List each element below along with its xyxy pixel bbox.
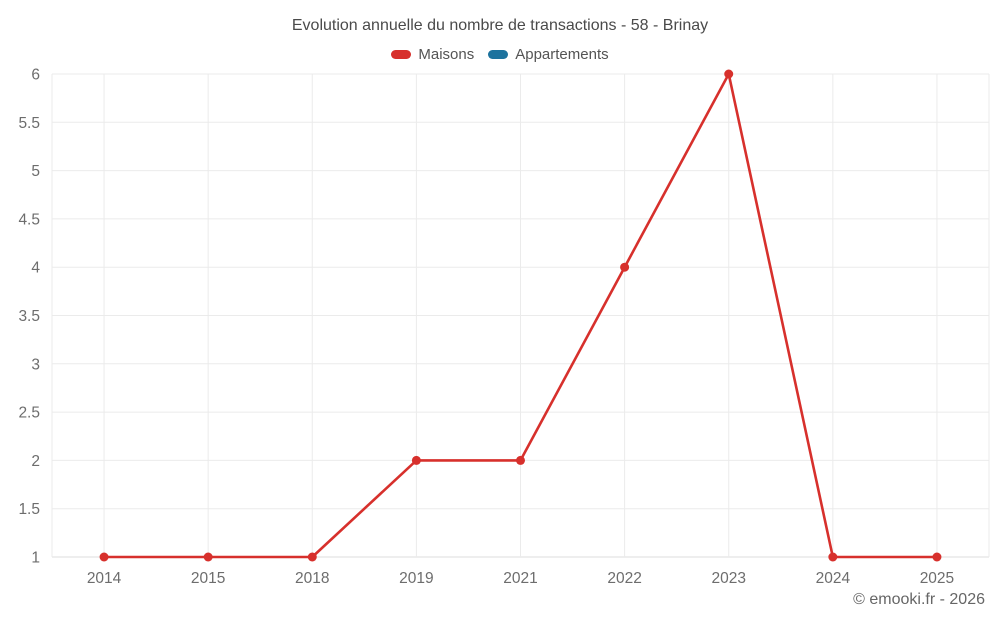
data-point-maisons-2018[interactable] xyxy=(307,552,317,562)
x-tick-label: 2024 xyxy=(816,570,851,587)
data-point-maisons-2015[interactable] xyxy=(203,552,213,562)
y-tick-label: 2.5 xyxy=(18,405,40,422)
x-tick-label: 2021 xyxy=(503,570,537,587)
legend-item-appartements[interactable]: Appartements xyxy=(488,46,609,63)
data-point-maisons-2025[interactable] xyxy=(932,552,942,562)
x-tick-label: 2018 xyxy=(295,570,329,587)
legend-item-maisons[interactable]: Maisons xyxy=(391,46,474,63)
y-tick-label: 3 xyxy=(31,356,40,373)
x-tick-label: 2025 xyxy=(920,570,954,587)
data-point-maisons-2019[interactable] xyxy=(411,455,421,465)
y-tick-label: 3.5 xyxy=(18,308,40,325)
chart-title: Evolution annuelle du nombre de transact… xyxy=(291,17,709,34)
y-tick-label: 4.5 xyxy=(18,211,40,228)
chart-legend: Maisons Appartements xyxy=(0,46,1000,63)
y-tick-label: 6 xyxy=(31,67,40,84)
legend-swatch-maisons-icon xyxy=(391,50,412,59)
y-tick-label: 5.5 xyxy=(18,115,40,132)
x-tick-label: 2022 xyxy=(607,570,641,587)
y-tick-label: 1 xyxy=(31,550,40,567)
data-point-maisons-2014[interactable] xyxy=(99,552,109,562)
data-point-maisons-2021[interactable] xyxy=(516,455,525,465)
y-tick-label: 1.5 xyxy=(18,501,40,518)
data-point-maisons-2022[interactable] xyxy=(620,262,630,272)
x-tick-label: 2015 xyxy=(191,570,225,587)
legend-label-maisons: Maisons xyxy=(418,46,475,63)
y-tick-label: 2 xyxy=(31,453,40,470)
y-tick-label: 5 xyxy=(31,163,40,180)
legend-swatch-appartements-icon xyxy=(488,50,509,59)
x-tick-label: 2014 xyxy=(87,570,122,587)
data-point-maisons-2024[interactable] xyxy=(828,552,838,562)
copyright-footer: © emooki.fr - 2026 xyxy=(853,591,985,608)
x-tick-label: 2019 xyxy=(399,570,433,587)
y-tick-label: 4 xyxy=(31,260,40,277)
legend-label-appartements: Appartements xyxy=(515,46,609,63)
x-tick-label: 2023 xyxy=(711,570,745,587)
data-point-maisons-2023[interactable] xyxy=(724,69,734,79)
